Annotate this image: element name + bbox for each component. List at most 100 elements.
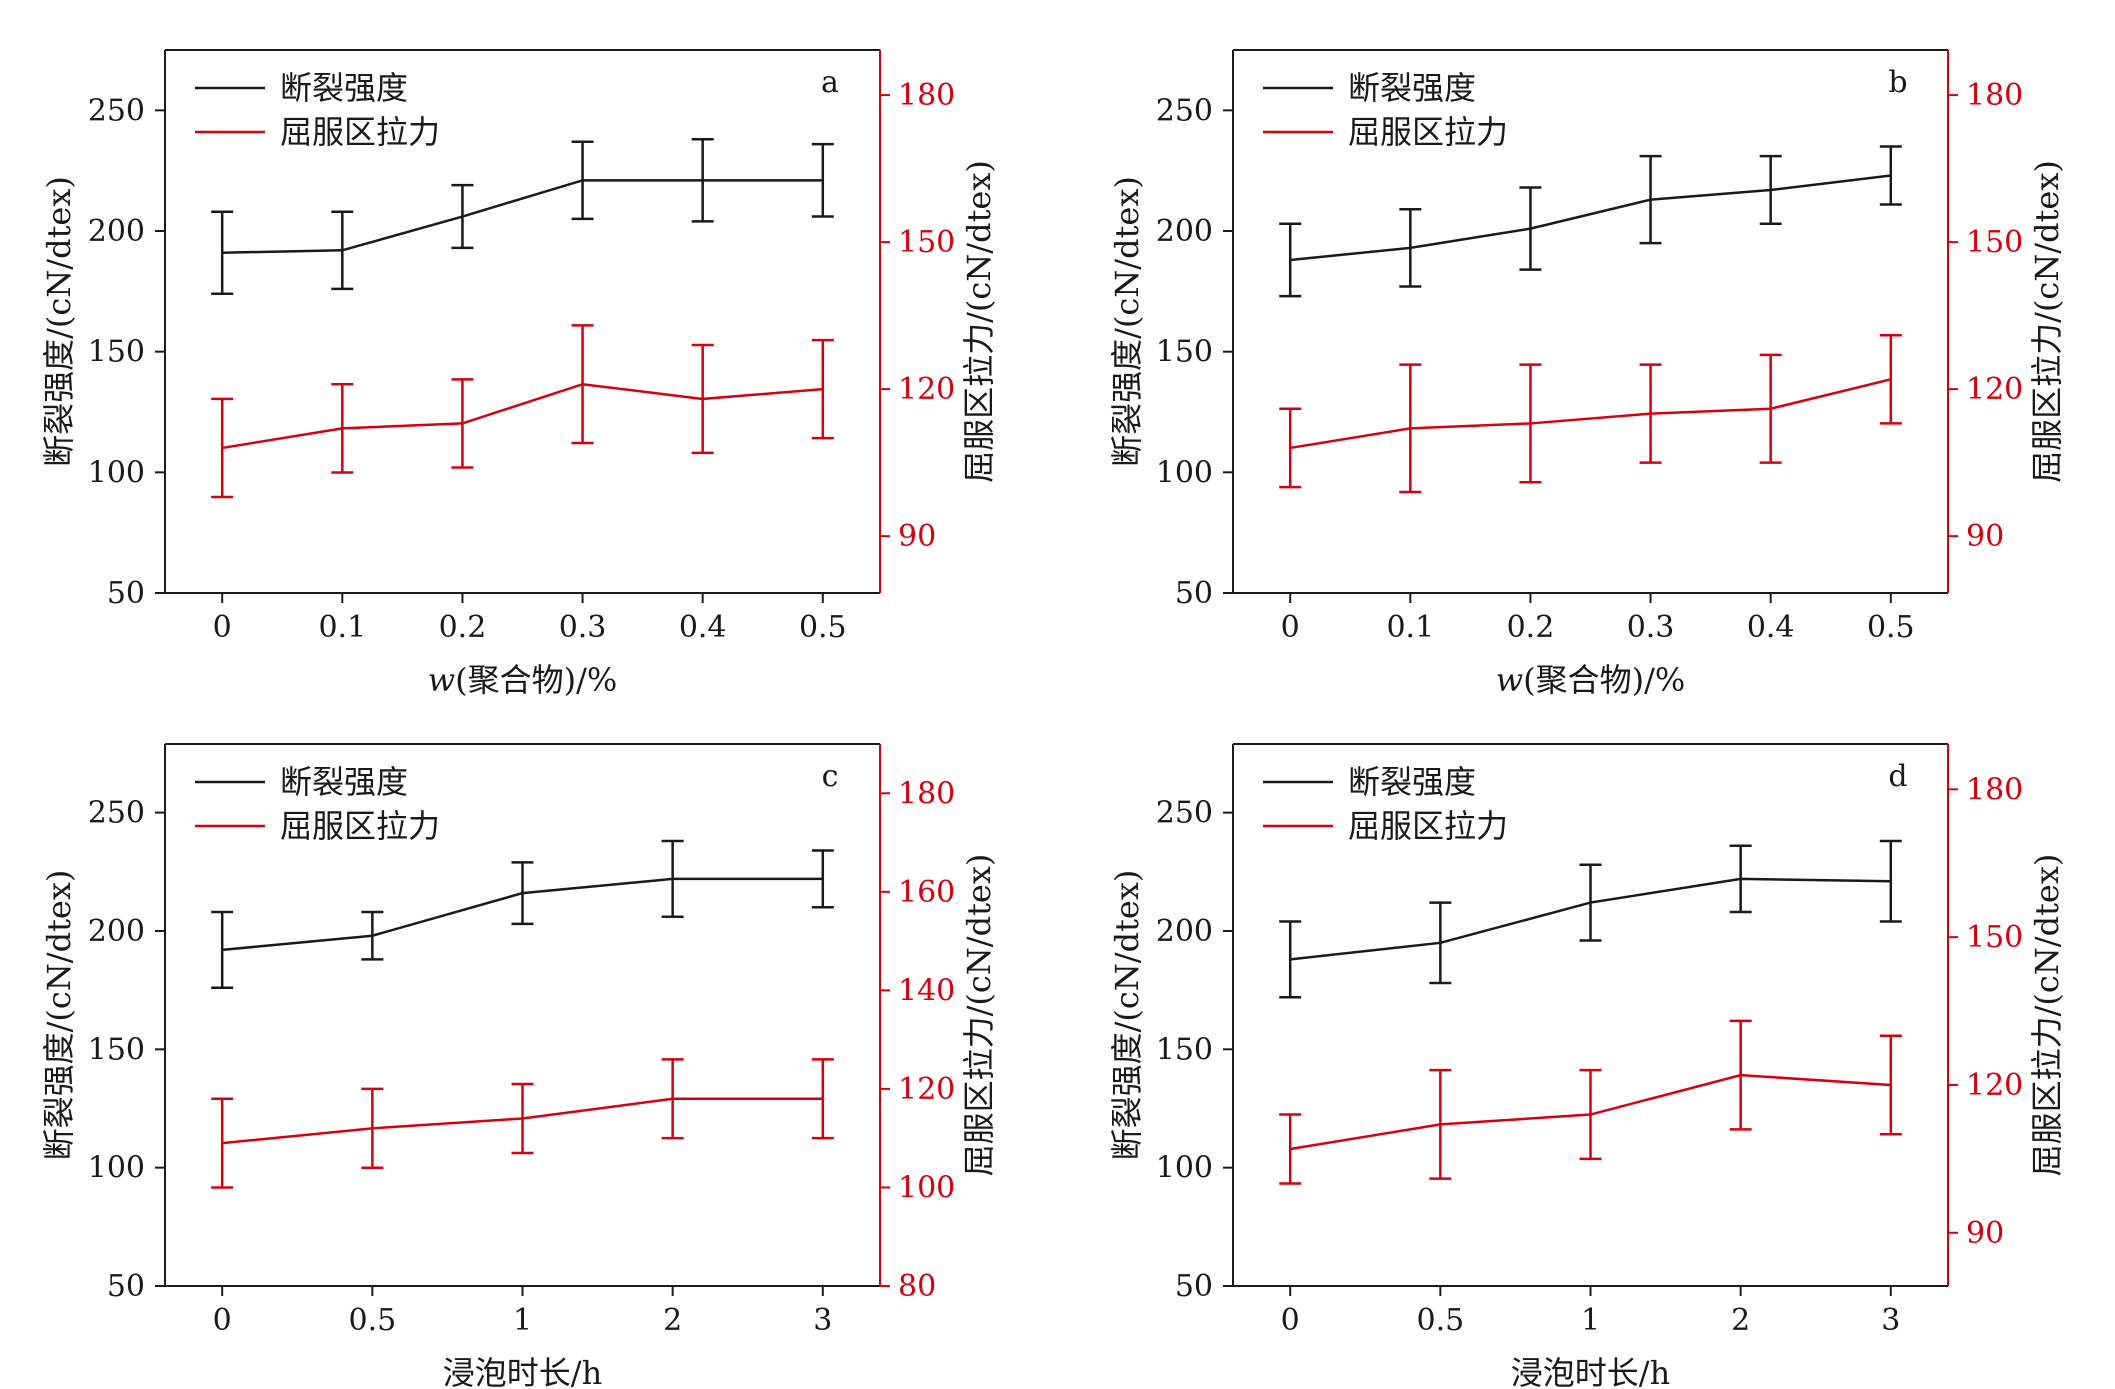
x-tick-label: 2	[1731, 1303, 1750, 1338]
left-tick-label: 200	[1156, 214, 1213, 249]
error-bar	[1729, 844, 1752, 914]
error-bar	[451, 183, 474, 250]
left-tick-label: 200	[88, 914, 145, 949]
panel-letter: a	[821, 65, 839, 100]
error-bar	[571, 324, 594, 445]
left-tick-label: 200	[1156, 914, 1213, 949]
error-bar	[1579, 1068, 1602, 1161]
right-tick-label: 150	[1966, 920, 2023, 955]
right-tick-label: 150	[898, 225, 955, 260]
left-tick-label: 50	[1175, 576, 1213, 611]
error-bar	[1399, 208, 1422, 288]
error-bar	[1759, 154, 1782, 226]
error-bar	[511, 1082, 534, 1155]
x-axis-title: 浸泡时长/h	[443, 1354, 602, 1389]
series-line	[1289, 378, 1892, 450]
left-tick-label: 100	[1156, 1151, 1213, 1186]
x-axis-title-text: 浸泡时长/h	[1511, 1354, 1670, 1389]
legend-label: 断裂强度	[1348, 763, 1476, 801]
series-breaking-strength	[1279, 839, 1902, 999]
error-bar	[511, 861, 534, 926]
x-tick-label: 0	[213, 1303, 232, 1338]
left-tick-label: 100	[1156, 455, 1213, 490]
right-tick-label: 90	[1966, 519, 2004, 554]
chart-panel-c: 50 100 150 200 250 80 100 120 140 160 180 0 0.5 1 2 3 浸泡…	[40, 743, 998, 1389]
right-tick-label: 180	[1966, 78, 2023, 113]
series-breaking-strength	[211, 839, 834, 990]
error-bar	[361, 1087, 384, 1169]
x-tick-label: 0.2	[439, 610, 487, 645]
y-axis-title: 断裂强度/(cN/dtex)	[40, 870, 78, 1161]
error-bar	[1729, 1019, 1752, 1131]
y2-axis-title: 屈服区拉力/(cN/dtex)	[960, 160, 998, 483]
series-yield-force	[211, 1058, 834, 1189]
legend-label: 屈服区拉力	[280, 807, 440, 845]
y-axis-title: 断裂强度/(cN/dtex)	[1108, 870, 1146, 1161]
chart-panel-b: 50 100 150 200 250 90 120 150 180 0 0.1 0.2 0.3 0.4 0.…	[1108, 49, 2066, 699]
x-axis-title: 浸泡时长/h	[1511, 1354, 1670, 1389]
error-bar	[1519, 186, 1542, 271]
error-bar	[691, 138, 714, 223]
error-bar	[661, 839, 684, 919]
error-bar	[1579, 863, 1602, 942]
x-tick-label: 0.1	[1386, 610, 1434, 645]
left-tick-label: 250	[88, 93, 145, 128]
x-tick-label: 0.5	[799, 610, 847, 645]
x-axis-title-variable: w	[428, 661, 455, 699]
x-axis-title: w(聚合物)/%	[1496, 661, 1686, 699]
x-axis-title-text: (聚合物)/%	[1523, 661, 1685, 699]
left-tick-label: 150	[1156, 1032, 1213, 1067]
x-axis-title: w(聚合物)/%	[428, 661, 618, 699]
error-bar	[811, 338, 834, 440]
chart-panel-a: 50 100 150 200 250 90 120 150 180 0 0.1 0.2 0.3 0.4 0.…	[40, 49, 998, 699]
error-bar	[211, 397, 234, 499]
series-line	[221, 382, 823, 450]
series-yield-force	[211, 324, 834, 499]
x-tick-label: 1	[513, 1303, 532, 1338]
error-bar	[811, 1058, 834, 1140]
error-bar	[1429, 1068, 1452, 1180]
right-tick-label: 150	[1966, 225, 2023, 260]
legend-label: 屈服区拉力	[280, 113, 440, 151]
x-tick-label: 0.5	[348, 1303, 396, 1338]
x-tick-label: 1	[1581, 1303, 1600, 1338]
right-tick-label: 120	[898, 1072, 955, 1107]
x-tick-label: 0	[1281, 1303, 1300, 1338]
error-bar	[1639, 154, 1662, 245]
left-tick-label: 200	[88, 214, 145, 249]
left-tick-label: 150	[88, 335, 145, 370]
left-tick-label: 150	[88, 1032, 145, 1067]
right-tick-label: 180	[898, 776, 955, 811]
x-tick-label: 0.3	[559, 610, 607, 645]
left-tick-label: 150	[1156, 335, 1213, 370]
x-tick-label: 0.2	[1507, 610, 1555, 645]
series-line	[1290, 174, 1891, 262]
y-axis-title: 断裂强度/(cN/dtex)	[40, 176, 78, 467]
y2-axis-title: 屈服区拉力/(cN/dtex)	[2028, 854, 2066, 1177]
error-bar	[451, 378, 474, 469]
left-tick-label: 50	[1175, 1269, 1213, 1304]
panel-letter: c	[822, 759, 839, 794]
left-tick-label: 100	[88, 455, 145, 490]
right-tick-label: 180	[898, 78, 955, 113]
error-bar	[361, 910, 384, 961]
error-bar	[331, 210, 354, 291]
x-tick-label: 3	[813, 1303, 832, 1338]
series-yield-force	[1279, 1019, 1902, 1185]
left-tick-label: 50	[107, 576, 145, 611]
right-tick-label: 160	[898, 875, 955, 910]
error-bar	[661, 1058, 684, 1140]
error-bar	[691, 343, 714, 455]
right-tick-label: 180	[1966, 772, 2023, 807]
error-bar	[1279, 1113, 1302, 1185]
series-line	[222, 179, 823, 254]
right-tick-label: 100	[898, 1170, 955, 1205]
series-yield-force	[1279, 333, 1902, 494]
legend-label: 屈服区拉力	[1348, 113, 1508, 151]
error-bar	[1759, 353, 1782, 464]
x-axis-title-text: 浸泡时长/h	[443, 1354, 602, 1389]
right-tick-label: 90	[898, 519, 936, 554]
right-tick-label: 120	[898, 372, 955, 407]
